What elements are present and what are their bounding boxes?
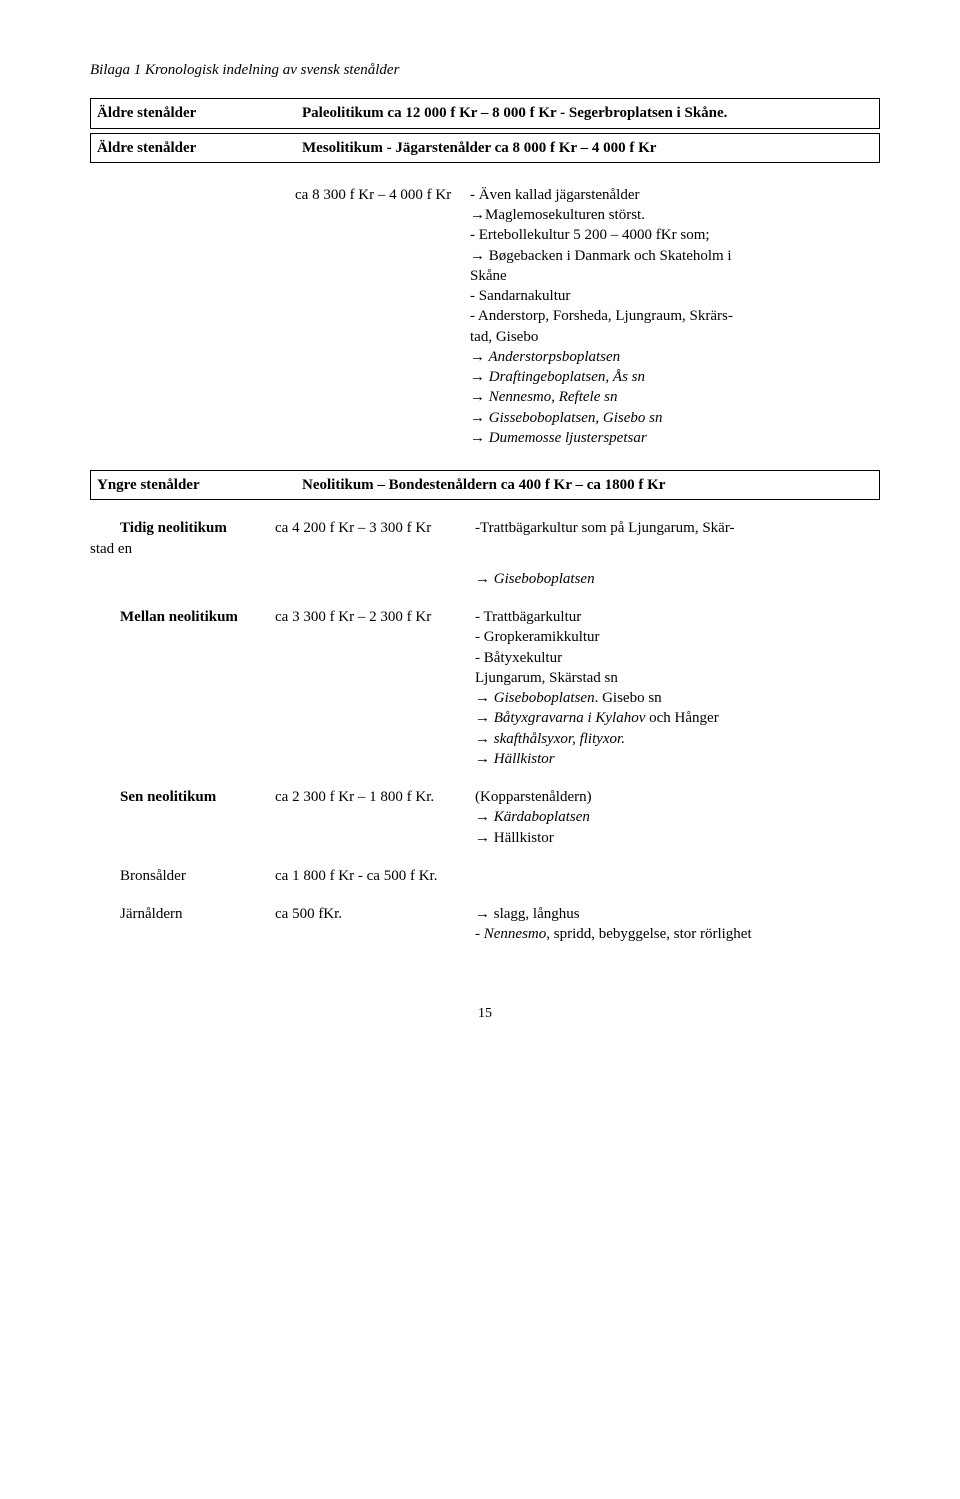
meso-l2: →Maglemosekulturen störst. bbox=[470, 205, 880, 225]
meso-l6b: tad, Gisebo bbox=[470, 327, 880, 347]
mellan-l4: Ljungarum, Skärstad sn bbox=[475, 668, 880, 688]
sen-l3: → Hällkistor bbox=[475, 828, 880, 848]
arrow-icon: → bbox=[475, 808, 490, 825]
arrow-icon: → bbox=[475, 570, 490, 587]
mellan-l3: - Båtyxekultur bbox=[475, 648, 880, 668]
arrow-icon: → bbox=[470, 388, 485, 405]
arrow-icon: → bbox=[475, 750, 490, 767]
box1-row2-text: Mesolitikum - Jägarstenålder ca 8 000 f … bbox=[302, 138, 873, 158]
tidig-label1: Tidig neolitikum bbox=[120, 518, 275, 538]
sen-range: ca 2 300 f Kr – 1 800 f Kr. bbox=[275, 787, 475, 848]
tidig-l1: -Trattbägarkultur som på Ljungarum, Skär… bbox=[475, 518, 880, 538]
arrow-icon: → bbox=[475, 709, 490, 726]
sen-label: Sen neolitikum bbox=[90, 787, 275, 848]
page-number: 15 bbox=[90, 1005, 880, 1024]
meso-l4b: Skåne bbox=[470, 266, 880, 286]
meso-l3: - Ertebollekultur 5 200 – 4000 fKr som; bbox=[470, 225, 880, 245]
mellan-l7: → skafthålsyxor, flityxor. bbox=[475, 729, 880, 749]
arrow-icon: → bbox=[475, 689, 490, 706]
header-box-2: Äldre stenålder Mesolitikum - Jägarstenå… bbox=[90, 133, 880, 163]
box1-row1-text: Paleolitikum ca 12 000 f Kr – 8 000 f Kr… bbox=[302, 103, 873, 123]
tidig-label2: stad en bbox=[90, 539, 150, 559]
meso-l6a: - Anderstorp, Forsheda, Ljungraum, Skrär… bbox=[470, 306, 880, 326]
jarn-l2: - Nennesmo, spridd, bebyggelse, stor rör… bbox=[475, 924, 880, 944]
meso-l8: → Draftingeboplatsen, Ås sn bbox=[470, 367, 880, 387]
mellan-l5: → Giseboboplatsen. Gisebo sn bbox=[475, 688, 880, 708]
mellan-label: Mellan neolitikum bbox=[90, 607, 275, 769]
arrow-icon: → bbox=[470, 409, 485, 426]
brons-range: ca 1 800 f Kr - ca 500 f Kr. bbox=[275, 866, 475, 886]
arrow-icon: → bbox=[475, 829, 490, 846]
meso-range: ca 8 300 f Kr – 4 000 f Kr bbox=[295, 185, 470, 448]
tidig-range: ca 4 200 f Kr – 3 300 f Kr bbox=[275, 518, 475, 538]
header-box-1: Äldre stenålder Paleolitikum ca 12 000 f… bbox=[90, 98, 880, 128]
tidig-row3: → Giseboboplatsen bbox=[90, 569, 880, 589]
sen-row: Sen neolitikum ca 2 300 f Kr – 1 800 f K… bbox=[90, 787, 880, 848]
box2-text: Neolitikum – Bondestenåldern ca 400 f Kr… bbox=[302, 475, 873, 495]
arrow-icon: → bbox=[470, 247, 485, 264]
arrow-icon: → bbox=[470, 206, 485, 223]
meso-l1: - Även kallad jägarstenålder bbox=[470, 185, 880, 205]
sen-l1: (Kopparstenåldern) bbox=[475, 787, 880, 807]
box1-row2-label: Äldre stenålder bbox=[97, 138, 262, 158]
brons-row: Bronsålder ca 1 800 f Kr - ca 500 f Kr. bbox=[90, 866, 880, 886]
yngre-box: Yngre stenålder Neolitikum – Bondestenål… bbox=[90, 470, 880, 500]
brons-label: Bronsålder bbox=[90, 866, 275, 886]
jarn-l1: → slagg, långhus bbox=[475, 904, 880, 924]
meso-l9: → Nennesmo, Reftele sn bbox=[470, 387, 880, 407]
meso-l7: → Anderstorpsboplatsen bbox=[470, 347, 880, 367]
page-title: Bilaga 1 Kronologisk indelning av svensk… bbox=[90, 60, 880, 80]
mellan-l8: → Hällkistor bbox=[475, 749, 880, 769]
jarn-range: ca 500 fKr. bbox=[275, 904, 475, 945]
box2-label: Yngre stenålder bbox=[97, 475, 262, 495]
tidig-l2: → Giseboboplatsen bbox=[475, 569, 880, 589]
meso-l10: → Gisseboboplatsen, Gisebo sn bbox=[470, 408, 880, 428]
jarn-row: Järnåldern ca 500 fKr. → slagg, långhus … bbox=[90, 904, 880, 945]
arrow-icon: → bbox=[475, 730, 490, 747]
mellan-range: ca 3 300 f Kr – 2 300 f Kr bbox=[275, 607, 475, 769]
mellan-l2: - Gropkeramikkultur bbox=[475, 627, 880, 647]
arrow-icon: → bbox=[475, 905, 490, 922]
sen-l2: → Kärdaboplatsen bbox=[475, 807, 880, 827]
arrow-icon: → bbox=[470, 429, 485, 446]
arrow-icon: → bbox=[470, 368, 485, 385]
meso-l11: → Dumemosse ljusterspetsar bbox=[470, 428, 880, 448]
mellan-row: Mellan neolitikum ca 3 300 f Kr – 2 300 … bbox=[90, 607, 880, 769]
meso-l5: - Sandarnakultur bbox=[470, 286, 880, 306]
tidig-row2: stad en bbox=[90, 539, 880, 559]
mellan-l6: → Båtyxgravarna i Kylahov och Hånger bbox=[475, 708, 880, 728]
box1-row1-label: Äldre stenålder bbox=[97, 103, 262, 123]
mellan-l1: - Trattbägarkultur bbox=[475, 607, 880, 627]
mesolitikum-details: ca 8 300 f Kr – 4 000 f Kr - Även kallad… bbox=[295, 185, 880, 448]
tidig-row: Tidig neolitikum ca 4 200 f Kr – 3 300 f… bbox=[90, 518, 880, 538]
jarn-label: Järnåldern bbox=[90, 904, 275, 945]
meso-l4a: → Bøgebacken i Danmark och Skateholm i bbox=[470, 246, 880, 266]
arrow-icon: → bbox=[470, 348, 485, 365]
